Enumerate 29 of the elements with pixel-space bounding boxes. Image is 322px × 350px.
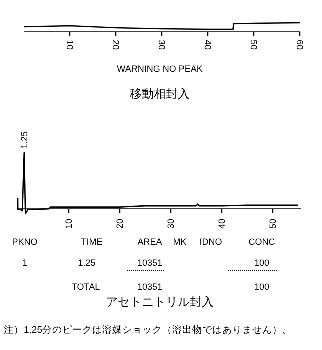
text: PKNO: [12, 237, 38, 247]
text: IDNO: [200, 237, 222, 247]
text: 注）1.25分のピークは溶媒ショック（溶出物ではありません）。: [4, 324, 292, 336]
text: 移動相封入: [130, 87, 190, 101]
text: TOTAL: [72, 282, 100, 292]
x-tick-label: 50: [268, 218, 278, 230]
x-tick-label: 60: [295, 40, 305, 50]
x-tick-label: 50: [249, 40, 259, 50]
annotation: 1.25: [19, 131, 30, 149]
text: 1: [22, 258, 28, 268]
x-tick-label: 20: [111, 40, 121, 50]
x-tick-label: 30: [166, 218, 176, 230]
x-tick-label: 40: [217, 218, 227, 230]
text: AREA: [138, 237, 162, 247]
x-tick-label: 10: [65, 40, 75, 50]
text: MK: [173, 237, 187, 247]
text: WARNING NO PEAK: [117, 64, 203, 74]
text: 100: [254, 282, 270, 292]
text: 10351: [137, 282, 163, 292]
text: TIME: [81, 237, 103, 247]
text: 100: [254, 258, 270, 268]
x-tick-label: 20: [115, 218, 125, 230]
x-tick-label: 10: [64, 218, 74, 230]
text: CONC: [248, 237, 276, 247]
text: 10351: [137, 258, 163, 268]
text: 1.25: [78, 258, 96, 268]
x-tick-label: 40: [203, 40, 213, 50]
x-tick-label: 30: [157, 40, 167, 50]
text: アセトニトリル封入: [106, 295, 214, 309]
